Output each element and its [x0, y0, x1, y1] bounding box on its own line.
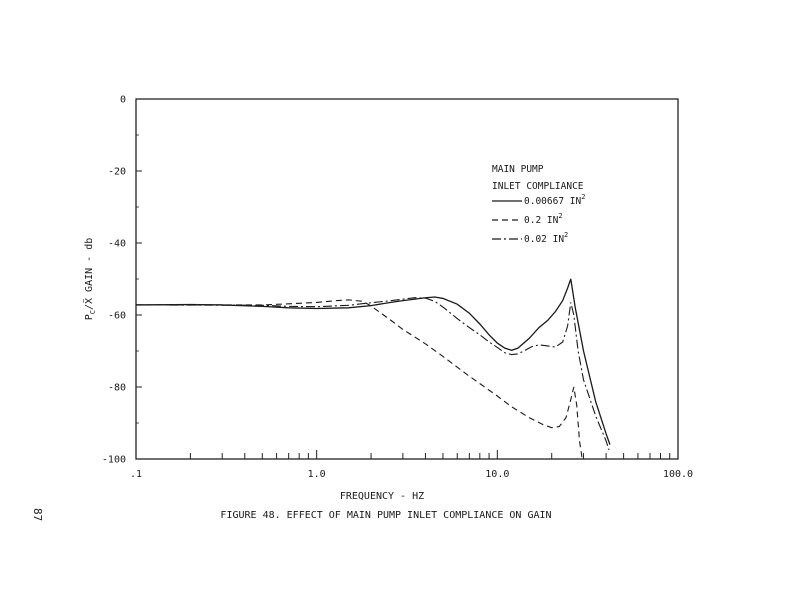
legend-entry-label: 0.2 IN2: [524, 212, 563, 226]
legend-entry-label: 0.02 IN2: [524, 231, 568, 245]
x-tick-label: 10.0: [485, 469, 509, 480]
y-axis: 0 -20 -40 -60 -80 -100: [102, 95, 142, 466]
y-tick-label: -100: [102, 455, 126, 466]
figure-caption: FIGURE 48. EFFECT OF MAIN PUMP INLET COM…: [220, 510, 551, 521]
x-axis-title: FREQUENCY - HZ: [340, 491, 424, 502]
series-line-1: [135, 278, 611, 445]
legend-superscript: 2: [564, 231, 568, 239]
x-tick-label: .1: [130, 469, 142, 480]
y-axis-title: PC/Ẍ GAIN - db: [82, 238, 97, 321]
legend-title-line: INLET COMPLIANCE: [492, 181, 584, 192]
page-number: 87: [31, 508, 44, 522]
y-tick-label: -80: [108, 383, 126, 394]
series-line-3: [135, 297, 610, 451]
x-tick-label: 100.0: [663, 469, 693, 480]
y-tick-label: 0: [120, 95, 126, 106]
legend-entry-label: 0.00667 IN2: [524, 193, 585, 207]
y-axis-title-main: P: [84, 314, 95, 320]
x-tick-label: 1.0: [308, 469, 326, 480]
legend-superscript: 2: [558, 212, 562, 220]
series-layer: [135, 278, 611, 460]
x-axis: .1 1.0 10.0 100.0: [130, 450, 693, 480]
series-line-2: [136, 299, 583, 460]
legend-superscript: 2: [581, 193, 585, 201]
y-tick-label: -40: [108, 239, 126, 250]
y-axis-title-rest: /Ẍ GAIN - db: [82, 238, 95, 310]
y-tick-label: -20: [108, 167, 126, 178]
y-axis-title-sub: C: [89, 310, 97, 314]
legend-title-line: MAIN PUMP: [492, 164, 544, 175]
y-tick-label: -60: [108, 311, 126, 322]
